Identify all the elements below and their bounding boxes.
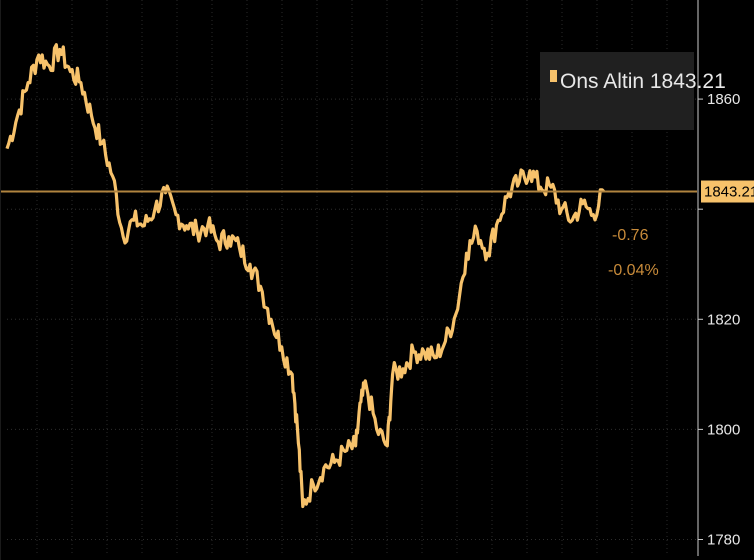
percent-change: -0.04% [608, 262, 659, 279]
legend-swatch [550, 70, 557, 82]
y-axis: 1780 1800 1820 1860 [697, 0, 740, 556]
series-layer [5, 43, 605, 509]
legend-background [540, 52, 694, 130]
legend-label: Ons Altin 1843.21 [560, 70, 726, 93]
y-tick-label: 1780 [707, 531, 740, 548]
last-price-label: 1843.21 [704, 184, 754, 201]
last-price-layer: 1843.21 [1, 180, 754, 203]
y-tick-label: 1820 [707, 311, 740, 328]
y-tick-label: 1860 [707, 91, 740, 108]
change-readout: -0.76 -0.04% [608, 227, 659, 279]
series-line-ons-altin [5, 43, 605, 509]
net-change: -0.76 [612, 227, 649, 244]
y-tick-label: 1800 [707, 421, 740, 438]
legend: Ons Altin 1843.21 [540, 52, 726, 130]
last-price-tag [701, 180, 754, 203]
